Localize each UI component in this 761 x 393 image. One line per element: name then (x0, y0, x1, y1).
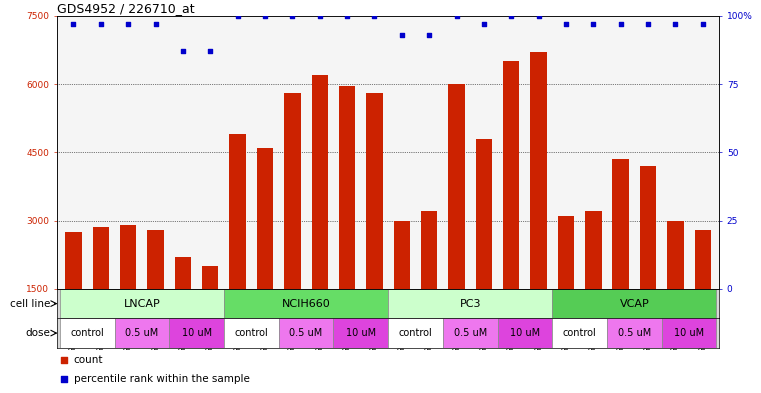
Point (451, 13, 463, 19)
Text: 10 uM: 10 uM (510, 328, 540, 338)
Point (696, 21, 708, 27)
Point (560, 21, 572, 27)
Text: 0.5 uM: 0.5 uM (126, 328, 158, 338)
Bar (256, 148, 273, 357)
Bar (114, 318, 169, 348)
Text: control: control (399, 328, 432, 338)
Bar (148, 230, 164, 357)
Point (478, 21, 490, 27)
Bar (229, 134, 246, 357)
Text: dose: dose (26, 328, 50, 338)
Bar (60, 318, 114, 348)
Point (642, 21, 654, 27)
Bar (613, 159, 629, 357)
Point (177, 48, 189, 54)
Bar (93, 228, 109, 357)
Text: NCIH660: NCIH660 (282, 299, 330, 309)
Text: percentile rank within the sample: percentile rank within the sample (74, 374, 250, 384)
Bar (443, 318, 498, 348)
Point (423, 32, 435, 38)
Bar (202, 266, 218, 357)
Bar (311, 75, 328, 357)
Bar (640, 166, 656, 357)
Point (231, 13, 244, 19)
Bar (333, 318, 388, 348)
Bar (339, 86, 355, 357)
Bar (607, 318, 662, 348)
Bar (224, 318, 279, 348)
Bar (662, 318, 716, 348)
Point (505, 13, 517, 19)
Bar (393, 220, 410, 357)
Bar (60, 289, 224, 318)
Bar (476, 139, 492, 357)
Text: 0.5 uM: 0.5 uM (289, 328, 323, 338)
Point (314, 13, 326, 19)
Bar (224, 289, 388, 318)
Bar (366, 93, 383, 357)
Point (68, 21, 80, 27)
Bar (498, 318, 552, 348)
Point (58, 376, 70, 382)
Point (368, 13, 380, 19)
Bar (169, 318, 224, 348)
Point (204, 48, 216, 54)
Bar (65, 232, 81, 357)
Bar (585, 211, 601, 357)
Point (669, 21, 681, 27)
Bar (530, 52, 547, 357)
Bar (667, 220, 683, 357)
Text: control: control (562, 328, 597, 338)
Point (58, 356, 70, 363)
Bar (284, 93, 301, 357)
Text: control: control (234, 328, 268, 338)
Bar (388, 289, 552, 318)
Text: GDS4952 / 226710_at: GDS4952 / 226710_at (57, 2, 195, 15)
Text: LNCAP: LNCAP (123, 299, 161, 309)
Bar (388, 318, 443, 348)
Bar (695, 230, 711, 357)
Text: 0.5 uM: 0.5 uM (454, 328, 487, 338)
Bar (552, 318, 607, 348)
Bar (120, 225, 136, 357)
Bar (279, 318, 333, 348)
Bar (175, 257, 191, 357)
Point (122, 21, 134, 27)
Text: cell line: cell line (10, 299, 50, 309)
Text: count: count (74, 354, 103, 365)
Point (533, 13, 545, 19)
Point (95, 21, 107, 27)
Text: PC3: PC3 (460, 299, 481, 309)
Bar (558, 216, 574, 357)
Point (396, 32, 408, 38)
Text: 10 uM: 10 uM (345, 328, 376, 338)
Point (149, 21, 161, 27)
Text: VCAP: VCAP (619, 299, 649, 309)
Text: 10 uM: 10 uM (674, 328, 704, 338)
Bar (448, 84, 465, 357)
Text: 0.5 uM: 0.5 uM (618, 328, 651, 338)
Text: control: control (70, 328, 104, 338)
Point (286, 13, 298, 19)
Point (615, 21, 627, 27)
Point (259, 13, 271, 19)
Text: 10 uM: 10 uM (182, 328, 212, 338)
Bar (503, 61, 520, 357)
Point (587, 21, 600, 27)
Bar (421, 211, 438, 357)
Point (341, 13, 353, 19)
Bar (552, 289, 716, 318)
